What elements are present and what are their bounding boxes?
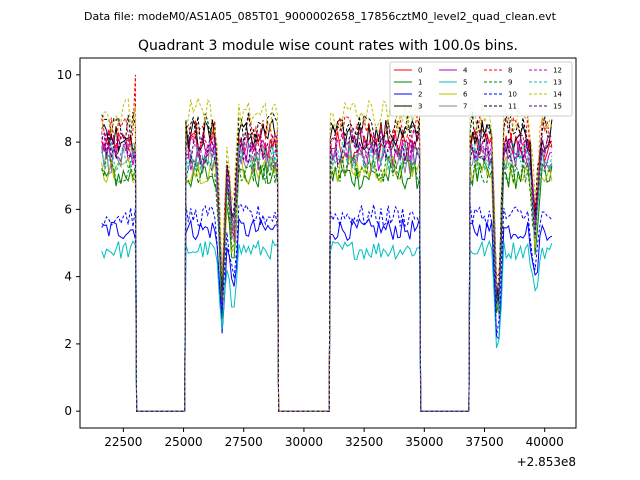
series-line-14 — [101, 96, 553, 412]
series-line-2 — [101, 217, 553, 412]
x-tick-label: 30000 — [285, 435, 323, 449]
legend-label-11: 11 — [508, 103, 517, 111]
x-tick-label: 35000 — [405, 435, 443, 449]
suptitle: Data file: modeM0/AS1A05_085T01_90000026… — [84, 10, 557, 23]
series-line-4 — [101, 139, 553, 412]
legend-label-5: 5 — [463, 79, 467, 87]
legend-label-9: 9 — [508, 79, 512, 87]
legend-label-0: 0 — [418, 67, 422, 75]
y-tick-label: 6 — [64, 202, 72, 216]
series-line-13 — [101, 139, 553, 412]
y-tick-label: 2 — [64, 337, 72, 351]
legend-label-1: 1 — [418, 79, 422, 87]
legend-label-13: 13 — [553, 79, 562, 87]
axes-frame — [79, 57, 577, 429]
legend-box — [389, 61, 573, 117]
x-axis: 22500 25000 27500 30000 32500 35000 37500 40000 — [104, 428, 564, 449]
y-axis: 0 2 4 6 8 10 — [57, 68, 80, 418]
legend-label-3: 3 — [418, 103, 422, 111]
legend-label-2: 2 — [418, 91, 422, 99]
x-tick-label: 40000 — [526, 435, 564, 449]
legend-label-14: 14 — [553, 91, 562, 99]
x-tick-label: 32500 — [345, 435, 383, 449]
series-line-15 — [101, 131, 553, 412]
series-layer — [101, 74, 553, 412]
legend-label-15: 15 — [553, 103, 562, 111]
legend-label-12: 12 — [553, 67, 562, 75]
y-tick-label: 0 — [64, 404, 72, 418]
series-line-11 — [101, 110, 553, 412]
series-line-12 — [101, 128, 553, 412]
y-tick-label: 4 — [64, 270, 72, 284]
x-offset-label: +2.853e8 — [517, 455, 576, 469]
series-line-7 — [101, 143, 553, 412]
series-line-8 — [101, 74, 553, 412]
legend-label-4: 4 — [463, 67, 468, 75]
legend-label-6: 6 — [463, 91, 468, 99]
legend-label-10: 10 — [508, 91, 517, 99]
chart-title: Quadrant 3 module wise count rates with … — [138, 38, 518, 54]
legend-label-8: 8 — [508, 67, 512, 75]
series-line-5 — [101, 238, 553, 412]
series-line-9 — [101, 154, 553, 412]
series-line-1 — [101, 160, 553, 412]
y-tick-label: 10 — [57, 68, 72, 82]
x-tick-label: 37500 — [465, 435, 503, 449]
series-line-0 — [101, 127, 553, 412]
series-line-10 — [101, 203, 553, 412]
y-tick-label: 8 — [64, 135, 72, 149]
legend-label-7: 7 — [463, 103, 467, 111]
x-tick-label: 27500 — [225, 435, 263, 449]
x-tick-label: 22500 — [104, 435, 142, 449]
series-line-6 — [101, 154, 553, 412]
x-tick-label: 25000 — [164, 435, 202, 449]
